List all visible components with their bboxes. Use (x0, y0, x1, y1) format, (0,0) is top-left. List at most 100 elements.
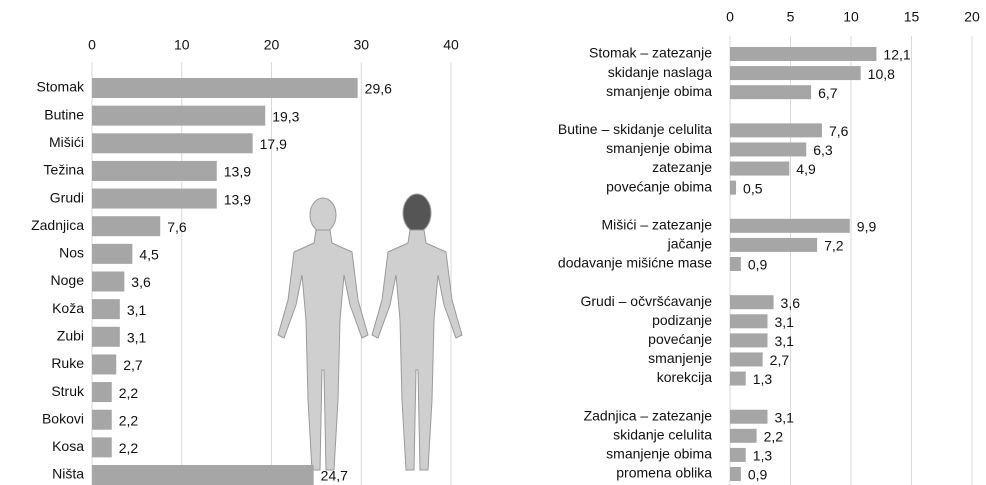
value-label: 6,7 (818, 85, 838, 101)
y-tick-label: Grudi – očvršćavanje (580, 293, 712, 309)
bar (730, 314, 768, 328)
bar (730, 429, 757, 443)
bar (730, 219, 850, 233)
value-label: 2,7 (770, 352, 790, 368)
y-tick-label: Grudi (50, 189, 84, 205)
y-tick-label: Stomak (37, 79, 85, 95)
y-tick-label: jačanje (667, 236, 713, 252)
bar (730, 162, 789, 176)
bar (92, 133, 253, 153)
bar (730, 257, 741, 271)
value-label: 10,8 (868, 66, 895, 82)
bar (92, 272, 124, 292)
value-label: 3,6 (131, 274, 151, 290)
y-tick-label: korekcija (657, 369, 712, 385)
value-label: 7,6 (829, 123, 849, 139)
y-tick-label: smanjenje (648, 350, 712, 366)
bar (92, 106, 265, 126)
bar (92, 299, 120, 319)
y-tick-label: skidanje naslaga (608, 64, 713, 80)
value-label: 3,6 (781, 295, 801, 311)
value-label: 2,2 (119, 385, 139, 401)
x-tick-label: 40 (443, 37, 459, 53)
y-tick-label: Ruke (51, 355, 84, 371)
bar (730, 448, 746, 462)
value-label: 6,3 (813, 142, 833, 158)
value-label: 13,9 (224, 191, 251, 207)
x-tick-label: 10 (174, 37, 190, 53)
y-tick-label: Zubi (57, 327, 84, 343)
x-tick-label: 10 (843, 9, 859, 25)
value-label: 2,7 (123, 357, 143, 373)
y-tick-label: podizanje (652, 312, 712, 328)
value-label: 4,9 (796, 161, 816, 177)
bar (92, 410, 112, 430)
value-label: 3,1 (127, 329, 147, 345)
value-label: 2,2 (764, 429, 784, 445)
x-tick-label: 30 (353, 37, 369, 53)
bar (92, 161, 217, 181)
value-label: 7,6 (167, 219, 187, 235)
bar (730, 352, 763, 366)
value-label: 24,7 (321, 468, 348, 484)
value-label: 1,3 (753, 371, 773, 387)
y-tick-label: smanjenje obima (606, 446, 712, 462)
figure-illustration (278, 194, 462, 470)
bar (92, 216, 160, 236)
y-tick-label: povećanje obima (606, 178, 712, 194)
value-label: 13,9 (224, 164, 251, 180)
y-tick-label: povećanje (648, 331, 712, 347)
value-label: 3,1 (775, 314, 795, 330)
bar (92, 437, 112, 457)
x-tick-label: 15 (904, 9, 920, 25)
value-label: 2,2 (119, 412, 139, 428)
bar (92, 189, 217, 209)
value-label: 17,9 (260, 136, 287, 152)
value-label: 12,1 (883, 47, 910, 63)
y-tick-label: smanjenje obima (606, 83, 712, 99)
value-label: 3,1 (127, 302, 147, 318)
bar (730, 181, 736, 195)
y-tick-label: Butine – skidanje celulita (558, 121, 712, 137)
y-tick-label: Zadnjica – zatezanje (584, 407, 713, 423)
value-label: 1,3 (753, 448, 773, 464)
value-label: 3,1 (775, 333, 795, 349)
bar (730, 333, 768, 347)
value-label: 7,2 (824, 238, 844, 254)
value-label: 0,5 (743, 180, 763, 196)
y-tick-label: Zadnjica (31, 217, 84, 233)
x-tick-label: 0 (726, 9, 734, 25)
x-tick-label: 5 (787, 9, 795, 25)
value-label: 29,6 (365, 81, 392, 97)
value-label: 2,2 (119, 440, 139, 456)
bar (92, 465, 314, 485)
y-tick-label: Stomak – zatezanje (589, 45, 712, 61)
y-tick-label: Struk (51, 383, 85, 399)
bar (92, 327, 120, 347)
x-tick-label: 20 (264, 37, 280, 53)
bar (730, 295, 774, 309)
y-tick-label: Težina (44, 162, 85, 178)
y-tick-label: Kosa (52, 438, 84, 454)
y-tick-label: smanjenje obima (606, 140, 712, 156)
bar (730, 66, 861, 80)
y-tick-label: Koža (52, 300, 84, 316)
value-label: 9,9 (857, 219, 877, 235)
bar (730, 123, 822, 137)
value-label: 0,9 (748, 257, 768, 273)
y-tick-label: zatezanje (652, 159, 712, 175)
bar (92, 354, 116, 374)
bar (730, 85, 811, 99)
value-label: 3,1 (775, 409, 795, 425)
y-tick-label: promena oblika (616, 465, 712, 481)
bar (92, 382, 112, 402)
y-tick-label: Noge (51, 272, 85, 288)
y-tick-label: Butine (44, 106, 84, 122)
bar (730, 142, 806, 156)
y-tick-label: Mišići (49, 134, 84, 150)
bar (730, 238, 817, 252)
bar (92, 78, 358, 98)
value-label: 0,9 (748, 467, 768, 483)
bar (92, 244, 132, 264)
y-tick-label: Bokovi (42, 410, 84, 426)
